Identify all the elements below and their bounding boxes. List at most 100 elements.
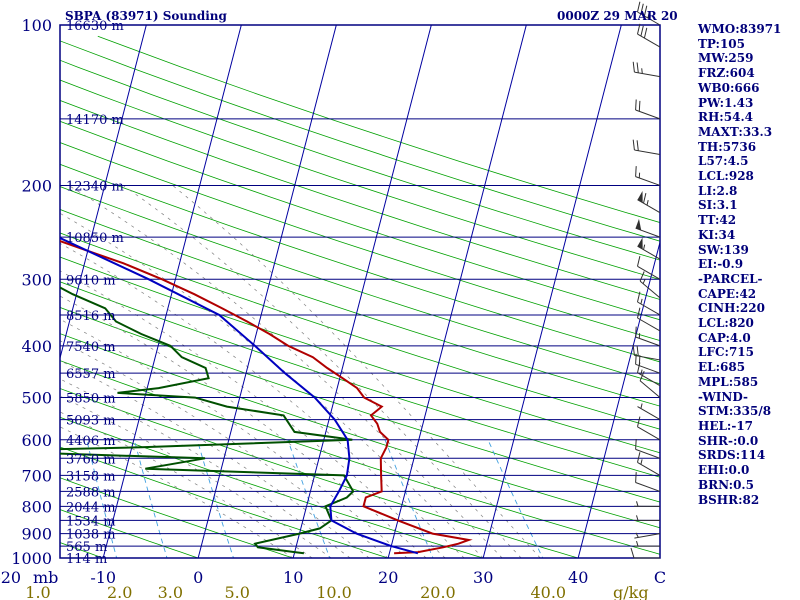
- pressure-tick-label: 900: [21, 525, 52, 544]
- temperature-profile: [60, 240, 473, 555]
- wind-barb: [637, 23, 661, 48]
- height-label: 9610 m: [66, 273, 116, 288]
- index-item: TH:5736: [698, 139, 757, 154]
- temperature-tick-label: 30: [473, 568, 493, 587]
- wind-barb: [637, 1, 661, 26]
- temperature-tick-label: 10: [283, 568, 303, 587]
- wind-barb: [633, 515, 661, 521]
- dry-adiabat: [60, 281, 660, 478]
- height-label: 1038 m: [66, 528, 116, 543]
- wind-barb: [633, 501, 661, 507]
- index-item: SW:139: [698, 242, 749, 257]
- mixing-ratio-unit-label: g/kg: [613, 583, 649, 600]
- dry-adiabat: [60, 100, 660, 300]
- mixing-ratio-line: [86, 439, 118, 558]
- wind-barb: [632, 139, 661, 156]
- wind-barb: [635, 166, 661, 186]
- index-item: CAPE:42: [698, 286, 757, 301]
- index-item: LI:2.8: [698, 183, 738, 198]
- wind-barb: [632, 344, 661, 361]
- wind-barb: [632, 61, 661, 78]
- height-label: 8516 m: [66, 309, 116, 324]
- height-label: 1534 m: [66, 514, 116, 529]
- mixing-ratio-line: [196, 439, 234, 558]
- index-item: MAXT:33.3: [698, 124, 773, 139]
- pressure-tick-label: 200: [21, 176, 52, 195]
- temperature-tick-label: -20: [0, 568, 21, 587]
- height-label: 14170 m: [66, 113, 124, 128]
- mixing-ratio-label: 40.0: [530, 583, 566, 600]
- height-label: 12340 m: [66, 179, 124, 194]
- dewpoint-profile: [60, 286, 355, 555]
- index-item: CINH:220: [698, 301, 765, 316]
- mixing-ratio-line: [487, 439, 544, 558]
- index-item: BRN:0.5: [698, 477, 754, 492]
- wind-barb: [639, 271, 661, 299]
- wind-barb: [637, 307, 661, 332]
- moist-adiabat: [60, 340, 389, 558]
- parcel-profile: [60, 236, 419, 555]
- moist-adiabat: [122, 185, 522, 558]
- height-label: 114 m: [66, 552, 107, 567]
- index-item: LCL:820: [698, 316, 754, 331]
- time-title: 0000Z 29 MAR 20: [557, 9, 678, 23]
- wind-barb: [633, 540, 661, 547]
- wind-barb: [635, 218, 661, 238]
- height-label: 3158 m: [66, 469, 116, 484]
- index-item: TP:105: [698, 36, 746, 51]
- moist-adiabat: [60, 395, 332, 558]
- index-item: -PARCEL-: [698, 271, 763, 286]
- isotherm: [387, 25, 527, 558]
- wind-barb: [637, 362, 661, 387]
- index-item: KI:34: [698, 227, 736, 242]
- height-label: 3760 m: [66, 452, 116, 467]
- moist-adiabat: [68, 185, 503, 558]
- pressure-unit-label: mb: [33, 568, 58, 587]
- index-item: EHI:0.0: [698, 463, 750, 478]
- wind-barb: [635, 326, 661, 347]
- dry-adiabat: [60, 232, 660, 430]
- mixing-ratio-label: 2.0: [107, 583, 132, 600]
- pressure-tick-label: 300: [21, 270, 52, 289]
- height-label: 2044 m: [66, 500, 116, 515]
- height-label: 6557 m: [66, 367, 116, 382]
- index-item: RH:54.4: [698, 110, 753, 125]
- pressure-tick-label: 100: [21, 16, 52, 35]
- index-item: EL:685: [698, 360, 746, 375]
- dry-adiabat: [60, 186, 660, 385]
- pressure-tick-label: 800: [21, 497, 52, 516]
- height-label: 2588 m: [66, 485, 116, 500]
- index-item: SRDS:114: [698, 448, 766, 463]
- wind-barb: [634, 532, 661, 539]
- dry-adiabat: [60, 256, 660, 454]
- moist-adiabat: [60, 360, 370, 558]
- mixing-ratio-label: 3.0: [158, 583, 183, 600]
- index-item: EI:-0.9: [698, 257, 744, 272]
- index-item: WMO:83971: [698, 22, 782, 36]
- isotherm: [292, 25, 432, 558]
- dry-adiabat: [60, 477, 295, 558]
- index-item: CAP:4.0: [698, 330, 751, 345]
- dry-adiabat: [60, 79, 660, 281]
- temperature-tick-label: 40: [568, 568, 588, 587]
- index-item: WB0:666: [698, 80, 760, 95]
- index-item: LFC:715: [698, 345, 754, 360]
- height-label: 565 m: [66, 540, 107, 555]
- index-item: MW:259: [698, 51, 754, 66]
- dry-adiabat: [60, 306, 660, 503]
- wind-barb: [637, 237, 661, 260]
- moist-adiabat: [172, 185, 541, 558]
- wind-barb: [639, 371, 661, 398]
- index-item: MPL:585: [698, 374, 759, 389]
- index-item: STM:335/8: [698, 404, 772, 419]
- dry-adiabat: [60, 360, 660, 555]
- grid-layer: [60, 25, 660, 558]
- index-item: SI:3.1: [698, 198, 738, 213]
- height-label: 16630 m: [66, 19, 124, 34]
- mixing-ratio-line: [287, 439, 331, 558]
- mixing-ratio-label: 10.0: [316, 583, 352, 600]
- index-item: L57:4.5: [698, 154, 749, 169]
- dry-adiabat: [60, 509, 200, 558]
- dry-adiabat: [60, 209, 660, 407]
